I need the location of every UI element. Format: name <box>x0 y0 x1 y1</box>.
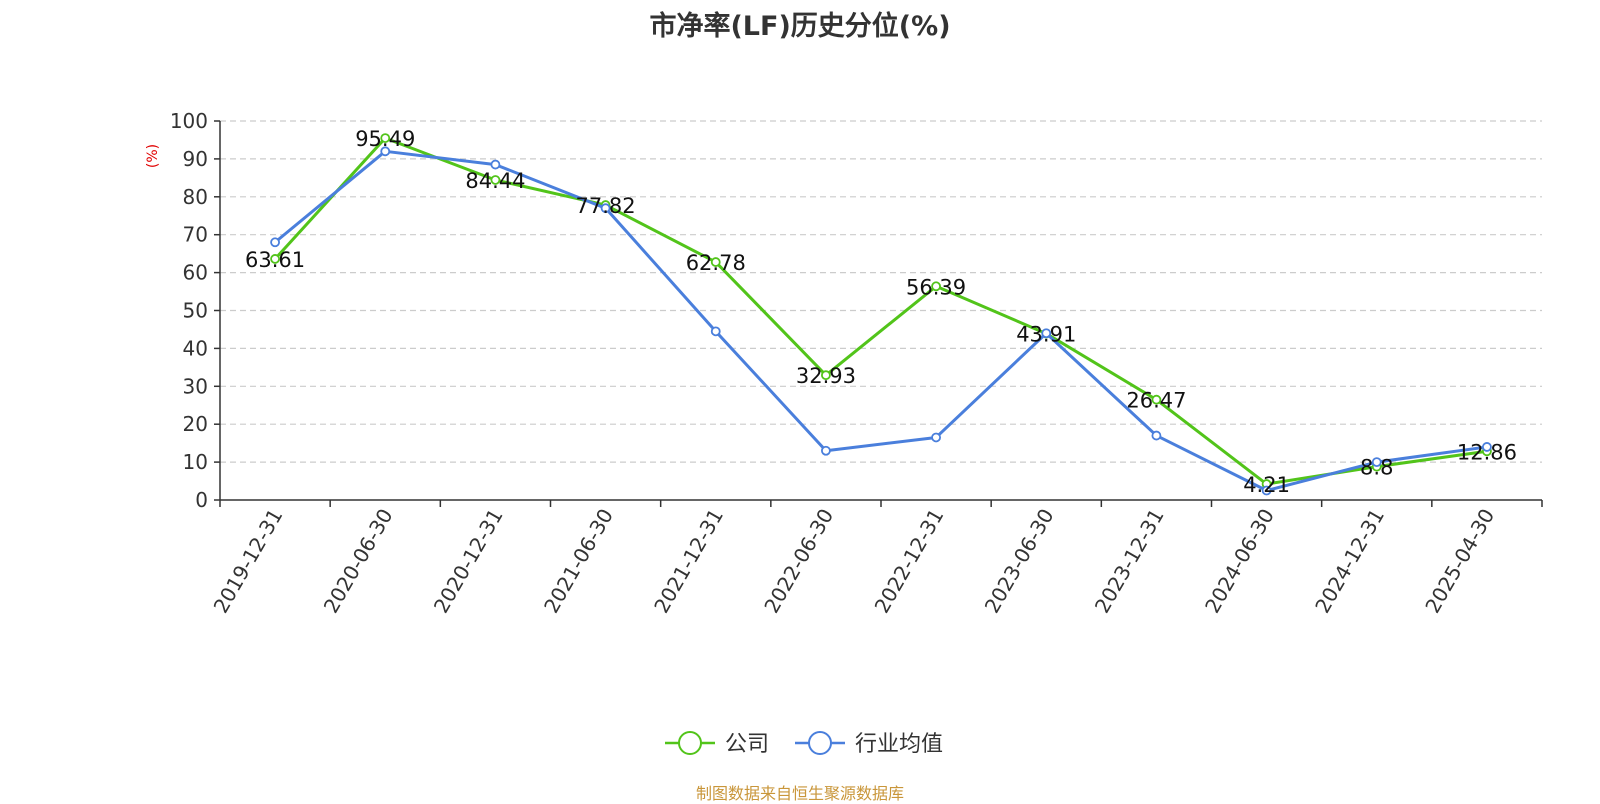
data-label-1: 95.49 <box>355 127 415 151</box>
x-tick-label-2025-04-30: 2025-04-30 <box>1420 505 1499 618</box>
y-tick-label-20: 20 <box>183 412 208 436</box>
series-1-point-2 <box>490 159 501 170</box>
series-1-point-8 <box>1151 430 1162 441</box>
series-0-point-4 <box>710 257 721 267</box>
series-lines <box>270 133 1492 496</box>
data-label-11: 12.86 <box>1457 440 1517 464</box>
x-tick-label-2020-12-31: 2020-12-31 <box>429 504 508 617</box>
y-tick-label-100: 100 <box>170 109 208 133</box>
series-0-point-2 <box>490 175 501 185</box>
data-label-3: 77.82 <box>576 194 636 218</box>
data-label-0: 63.61 <box>245 248 305 272</box>
axes: 0 10 20 30 40 50 60 70 80 90 100 2019-12-31 2020-06-… <box>170 109 1543 618</box>
series-0-point-1 <box>380 133 391 143</box>
source-note: 制图数据来自恒生聚源数据库 <box>695 784 904 803</box>
series-1-point-7 <box>1041 328 1052 339</box>
legend[interactable]: 公司 行业均值 <box>665 731 943 757</box>
series-0-point-0 <box>270 254 280 264</box>
legend-item-0[interactable]: 公司 <box>665 731 769 757</box>
legend-marker-0 <box>678 731 702 755</box>
series-1-point-11 <box>1482 442 1492 452</box>
x-tick-label-2022-06-30: 2022-06-30 <box>759 505 838 618</box>
y-tick-label-40: 40 <box>183 336 208 360</box>
x-tick-label-2023-06-30: 2023-06-30 <box>980 505 1059 618</box>
legend-item-1[interactable]: 行业均值 <box>795 731 943 757</box>
series-1-point-9 <box>1261 485 1272 496</box>
y-tick-label-70: 70 <box>183 223 208 247</box>
data-label-4: 62.78 <box>686 251 746 275</box>
series-0-point-5 <box>821 370 831 381</box>
data-label-9: 4.21 <box>1243 473 1290 497</box>
series-line-1 <box>274 149 1488 493</box>
data-label-5: 32.93 <box>796 364 856 388</box>
series-0-point-8 <box>1151 394 1162 405</box>
data-labels: 63.61 95.49 84.44 77.82 62.78 32.93 56.39 43.91… <box>245 127 1517 497</box>
series-1-point-6 <box>931 432 941 443</box>
data-label-10: 8.8 <box>1360 456 1393 480</box>
y-tick-label-10: 10 <box>183 450 208 474</box>
y-tick-label-60: 60 <box>183 261 208 285</box>
x-tick-label-2021-12-31: 2021-12-31 <box>649 505 728 618</box>
series-1-point-4 <box>710 326 721 337</box>
series-1-point-10 <box>1371 457 1382 468</box>
series-1-point-5 <box>821 445 831 456</box>
chart-title: 市净率(LF)历史分位(%) <box>649 11 951 42</box>
y-tick-label-30: 30 <box>183 374 208 398</box>
x-tick-label-2022-12-31: 2022-12-31 <box>870 504 949 617</box>
legend-label-0: 公司 <box>725 732 769 757</box>
x-tick-label-2020-06-30: 2020-06-30 <box>319 505 398 618</box>
data-label-6: 56.39 <box>906 275 966 299</box>
legend-marker-1 <box>808 731 832 755</box>
x-tick-label-2024-06-30: 2024-06-30 <box>1200 505 1279 618</box>
grid-lines <box>220 120 1542 463</box>
series-1-point-1 <box>380 146 391 157</box>
y-axis-label: (%) <box>145 144 161 168</box>
x-tick-label-2023-12-31: 2023-12-31 <box>1090 505 1169 618</box>
x-tick-label-2024-12-31: 2024-12-31 <box>1310 505 1389 618</box>
series-line-0 <box>273 136 1488 486</box>
y-tick-label-50: 50 <box>183 299 208 323</box>
series-1-point-0 <box>270 237 280 248</box>
legend-label-1: 行业均值 <box>855 732 943 757</box>
y-tick-label-80: 80 <box>183 185 208 209</box>
data-label-7: 43.91 <box>1016 323 1076 347</box>
x-tick-label-2021-06-30: 2021-06-30 <box>539 505 618 618</box>
y-tick-label-90: 90 <box>183 147 208 171</box>
series-0-point-6 <box>931 281 941 292</box>
data-label-8: 26.47 <box>1126 389 1186 413</box>
x-tick-label-2019-12-31: 2019-12-31 <box>209 505 288 618</box>
series-1-point-3 <box>600 203 611 214</box>
data-label-2: 84.44 <box>465 169 525 193</box>
y-tick-label-0: 0 <box>195 488 208 512</box>
